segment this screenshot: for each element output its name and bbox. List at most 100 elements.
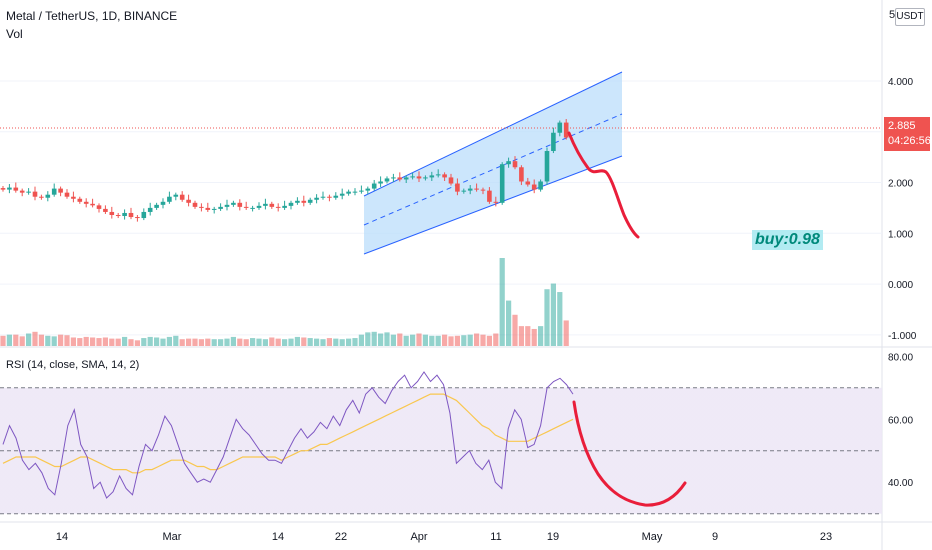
rsi-ma-line [2, 393, 574, 474]
volume-bar [506, 300, 512, 346]
candle-body [224, 204, 230, 207]
candle-body [538, 181, 543, 190]
candle-body [39, 196, 44, 198]
volume-bar [307, 338, 313, 346]
candle-body [141, 211, 147, 219]
candle-body [122, 212, 127, 217]
volume-bar [467, 334, 473, 346]
volume-bar [51, 336, 57, 346]
candle-body [19, 190, 25, 193]
candle-body [45, 194, 51, 198]
channel-lower-line[interactable] [363, 155, 623, 255]
candle-body [83, 201, 89, 204]
time-tick-label: Apr [410, 531, 427, 543]
candle-body [154, 204, 159, 208]
candle-body [218, 206, 223, 209]
volume-bar [6, 334, 12, 346]
volume-bar [371, 331, 377, 346]
candle-body [13, 187, 19, 191]
volume-bar [122, 336, 128, 346]
volume-bar [141, 338, 147, 346]
volume-bar [294, 336, 300, 346]
candle-body [512, 161, 518, 168]
volume-bar [384, 332, 390, 346]
volume-bar [525, 326, 531, 346]
volume-bar [410, 334, 416, 346]
volume-bar [186, 338, 192, 346]
candle-body [525, 181, 531, 185]
parallel-channel-fill[interactable] [364, 72, 622, 254]
volume-bar [461, 335, 467, 346]
candle-body [480, 189, 486, 191]
volume-bar [442, 334, 448, 346]
volume-bar [45, 335, 51, 346]
volume-bar [179, 339, 185, 346]
volume-bar [230, 336, 236, 346]
volume-bar [320, 339, 326, 346]
candle-body [557, 122, 563, 133]
volume-bar [58, 334, 64, 346]
volume-bar [211, 339, 217, 346]
rsi-indicator-label[interactable]: RSI (14, close, SMA, 14, 2) [6, 359, 140, 371]
volume-bar [538, 326, 544, 346]
candle-body [551, 132, 556, 152]
volume-bar [224, 338, 230, 346]
candle-body [199, 206, 204, 208]
candle-body [410, 176, 415, 178]
volume-bar [365, 332, 371, 346]
volume-bar [243, 339, 249, 346]
candle-body [26, 191, 31, 193]
channel-median-line[interactable] [363, 113, 623, 226]
volume-bar [83, 336, 89, 346]
candle-body [77, 198, 83, 202]
volume-bar [218, 339, 224, 346]
candle-body [403, 177, 409, 180]
volume-bar [160, 338, 166, 346]
candle-body [301, 200, 307, 203]
candle-body [442, 174, 447, 178]
rsi-tick-label: 60.00 [888, 415, 913, 426]
time-tick-label: 14 [272, 531, 284, 543]
volume-bar [38, 334, 44, 346]
unit-prefix: 5 [889, 9, 896, 21]
candle-body [256, 205, 262, 208]
volume-bar [550, 283, 556, 346]
volume-bar [205, 338, 211, 346]
candle-body [282, 205, 287, 208]
volume-bar [531, 328, 537, 346]
volume-bar [435, 335, 441, 346]
time-tick-label: 14 [56, 531, 68, 543]
buy-annotation[interactable]: buy:0.98 [752, 230, 823, 250]
rsi-tick-label: 80.00 [888, 352, 913, 363]
volume-bar [102, 337, 108, 346]
candle-body [160, 201, 166, 205]
volume-bar [326, 338, 332, 346]
candle-body [128, 212, 134, 218]
time-tick-label: May [642, 531, 663, 543]
candle-body [109, 211, 115, 215]
volume-bar [422, 334, 428, 346]
rsi-projection-drawing[interactable] [572, 400, 687, 507]
candle-body [327, 196, 332, 198]
volume-bar [339, 339, 345, 346]
volume-bar [288, 338, 294, 346]
candle-body [320, 196, 326, 198]
candle-body [397, 177, 403, 180]
candle-body [269, 203, 275, 207]
candle-body [96, 205, 102, 209]
candle-body [307, 199, 313, 203]
candle-body [339, 193, 345, 196]
volume-bar [256, 338, 262, 346]
volume-bar [109, 338, 115, 346]
time-tick-label: 23 [820, 531, 832, 543]
candle-body [499, 164, 505, 203]
channel-upper-line[interactable] [363, 71, 623, 197]
price-tick-label: 1.000 [888, 229, 913, 240]
volume-bar [499, 258, 505, 346]
volume-bar [0, 335, 6, 346]
candle-body [288, 202, 294, 206]
volume-bar [70, 337, 76, 346]
price-projection-drawing[interactable] [567, 131, 640, 239]
currency-badge[interactable]: USDT [895, 8, 925, 26]
